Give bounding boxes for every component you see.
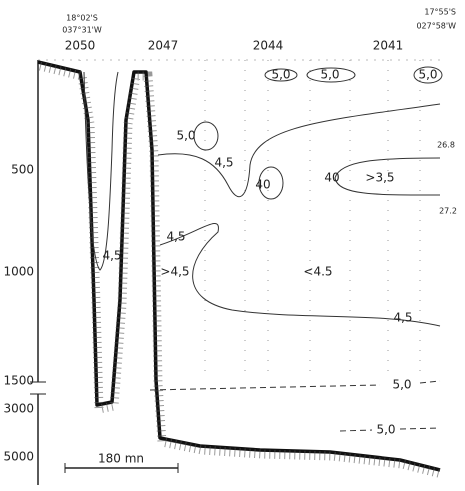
contour-dashed xyxy=(149,380,441,391)
contour-label: 5,0 xyxy=(418,68,437,82)
seafloor xyxy=(37,60,441,472)
contour-label: 40 xyxy=(324,171,339,185)
start-longitude: 037°31'W xyxy=(62,26,102,35)
contour-label: 4,5 xyxy=(214,156,233,170)
contour xyxy=(159,223,441,327)
scale-label: 180 mn xyxy=(98,452,144,466)
contour-label: 5,0 xyxy=(320,68,339,82)
end-longitude: 027°58'W xyxy=(416,22,456,31)
contour xyxy=(334,157,441,196)
contour-label: 5,0 xyxy=(176,129,195,143)
contour-label: <4.5 xyxy=(303,265,332,279)
contour-label: >4,5 xyxy=(160,265,189,279)
end-latitude: 17°55'S xyxy=(424,8,456,17)
contour-label: 4,5 xyxy=(393,311,412,325)
station-label: 2044 xyxy=(253,39,284,53)
depth-label: 3000 xyxy=(3,402,34,416)
depth-label: 500 xyxy=(11,163,34,177)
contour-label: 40 xyxy=(255,178,270,192)
contour-label: 27.2 xyxy=(439,207,457,216)
depth-label: 1500 xyxy=(3,374,34,388)
contour-dashed xyxy=(339,427,441,432)
contour-label: 4,5 xyxy=(102,249,121,263)
contour-label: >3,5 xyxy=(365,171,394,185)
contours xyxy=(83,66,443,432)
station-label: 2047 xyxy=(148,39,179,53)
contour-label: 5,0 xyxy=(392,378,411,392)
contour-label: 5,0 xyxy=(271,68,290,82)
contour xyxy=(193,121,219,151)
contour xyxy=(83,71,119,271)
contour xyxy=(258,166,284,200)
contour xyxy=(264,68,298,82)
station-label: 2041 xyxy=(373,39,404,53)
start-latitude: 18°02'S xyxy=(66,14,98,23)
station-label: 2050 xyxy=(65,39,96,53)
contour-label: 4,5 xyxy=(166,230,185,244)
contour-label: 5,0 xyxy=(376,423,395,437)
depth-label: 1000 xyxy=(3,265,34,279)
contour xyxy=(413,66,443,84)
depth-label: 5000 xyxy=(3,450,34,464)
contour-label: 26.8 xyxy=(437,141,455,150)
contour xyxy=(157,103,441,197)
scale-bar xyxy=(64,463,179,473)
contour xyxy=(306,67,356,83)
station-lines xyxy=(79,60,421,380)
